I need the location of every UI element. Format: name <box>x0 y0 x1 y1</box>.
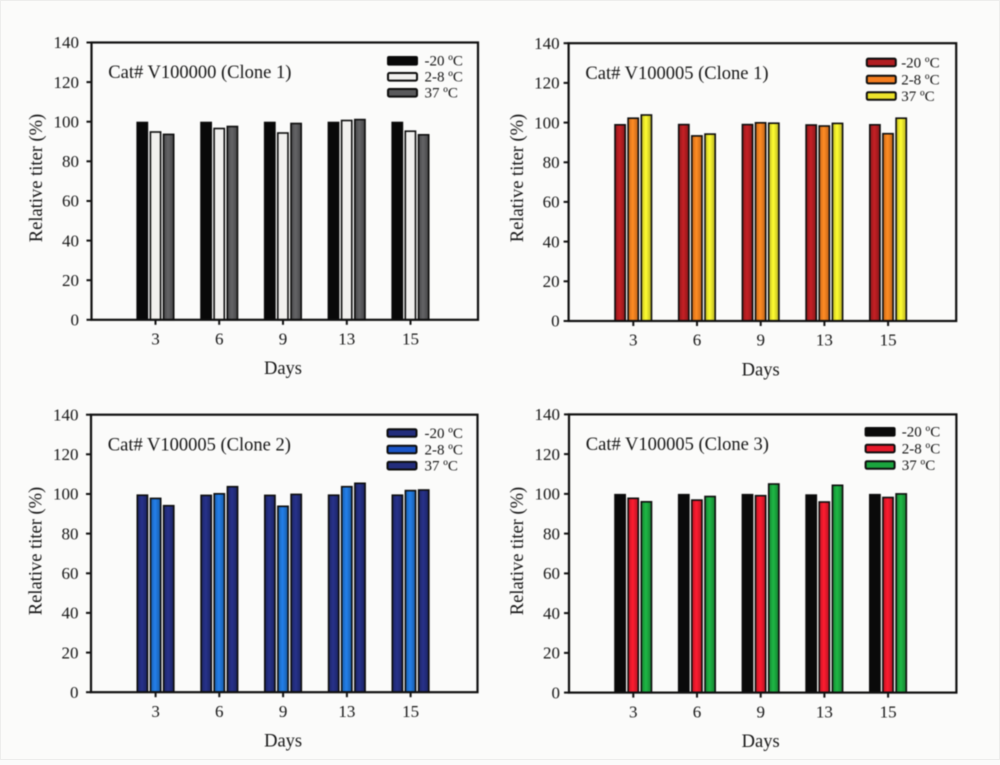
svg-text:2-8 ºC: 2-8 ºC <box>902 442 940 458</box>
svg-text:-20 ºC: -20 ºC <box>902 425 940 441</box>
svg-text:Relative titer (%): Relative titer (%) <box>508 114 528 242</box>
svg-text:3: 3 <box>151 702 160 721</box>
svg-text:Relative titer (%): Relative titer (%) <box>508 487 528 615</box>
svg-text:0: 0 <box>71 311 80 330</box>
svg-text:Days: Days <box>264 359 302 379</box>
svg-text:9: 9 <box>279 330 288 349</box>
svg-text:15: 15 <box>402 330 419 349</box>
svg-text:Cat# V100005 (Clone 1): Cat# V100005 (Clone 1) <box>585 64 768 84</box>
svg-text:37 ºC: 37 ºC <box>902 458 935 474</box>
svg-text:Cat# V100000 (Clone 1): Cat# V100000 (Clone 1) <box>108 63 291 83</box>
svg-text:Relative titer (%): Relative titer (%) <box>27 114 47 242</box>
svg-text:6: 6 <box>693 331 702 350</box>
svg-text:40: 40 <box>62 604 79 623</box>
svg-text:6: 6 <box>693 702 702 721</box>
svg-text:3: 3 <box>629 702 638 721</box>
svg-text:80: 80 <box>62 152 79 171</box>
svg-text:100: 100 <box>534 113 560 132</box>
svg-text:140: 140 <box>535 405 561 424</box>
svg-text:140: 140 <box>53 405 79 424</box>
svg-text:6: 6 <box>215 330 224 349</box>
svg-text:100: 100 <box>53 485 79 504</box>
svg-text:2-8 ºC: 2-8 ºC <box>901 73 939 89</box>
svg-text:Days: Days <box>264 732 302 752</box>
svg-text:Days: Days <box>742 732 780 752</box>
svg-text:2-8 ºC: 2-8 ºC <box>425 70 463 86</box>
svg-text:60: 60 <box>543 564 560 583</box>
svg-text:120: 120 <box>53 445 79 464</box>
svg-text:37 ºC: 37 ºC <box>425 86 458 102</box>
svg-text:3: 3 <box>629 331 638 350</box>
svg-text:13: 13 <box>816 702 833 721</box>
svg-text:80: 80 <box>543 153 560 172</box>
svg-text:20: 20 <box>543 644 560 663</box>
svg-text:-20 ºC: -20 ºC <box>425 426 463 442</box>
svg-text:Cat# V100005 (Clone 2): Cat# V100005 (Clone 2) <box>108 435 291 455</box>
svg-text:-20 ºC: -20 ºC <box>901 55 939 71</box>
svg-text:100: 100 <box>54 112 80 131</box>
svg-text:80: 80 <box>62 524 79 543</box>
svg-text:40: 40 <box>62 231 79 250</box>
svg-text:120: 120 <box>534 74 560 93</box>
svg-text:0: 0 <box>70 683 79 702</box>
svg-text:80: 80 <box>543 524 560 543</box>
svg-text:15: 15 <box>880 331 897 350</box>
svg-text:100: 100 <box>535 485 561 504</box>
svg-text:9: 9 <box>756 702 765 721</box>
svg-text:Relative titer (%): Relative titer (%) <box>27 487 47 615</box>
svg-text:0: 0 <box>551 312 560 331</box>
svg-text:15: 15 <box>402 702 419 721</box>
svg-text:15: 15 <box>880 702 897 721</box>
svg-text:Days: Days <box>742 360 780 380</box>
svg-text:60: 60 <box>543 193 560 212</box>
svg-text:0: 0 <box>552 683 561 702</box>
svg-text:13: 13 <box>338 702 355 721</box>
svg-text:140: 140 <box>534 34 560 53</box>
svg-text:40: 40 <box>543 232 560 251</box>
svg-text:13: 13 <box>338 330 355 349</box>
svg-text:37 ºC: 37 ºC <box>901 89 934 105</box>
svg-text:20: 20 <box>62 271 79 290</box>
svg-text:140: 140 <box>54 33 80 52</box>
svg-text:3: 3 <box>151 330 160 349</box>
svg-text:40: 40 <box>543 604 560 623</box>
svg-text:120: 120 <box>535 445 561 464</box>
svg-text:9: 9 <box>756 331 765 350</box>
svg-text:37 ºC: 37 ºC <box>425 459 458 475</box>
svg-text:2-8 ºC: 2-8 ºC <box>425 442 463 458</box>
svg-text:20: 20 <box>543 272 560 291</box>
svg-text:13: 13 <box>816 331 833 350</box>
svg-text:60: 60 <box>62 192 79 211</box>
svg-text:Cat# V100005 (Clone 3): Cat# V100005 (Clone 3) <box>586 435 769 455</box>
svg-text:120: 120 <box>54 73 80 92</box>
svg-text:9: 9 <box>279 702 288 721</box>
svg-text:6: 6 <box>215 702 224 721</box>
svg-text:20: 20 <box>62 643 79 662</box>
svg-text:-20 ºC: -20 ºC <box>425 54 463 70</box>
svg-text:60: 60 <box>62 564 79 583</box>
